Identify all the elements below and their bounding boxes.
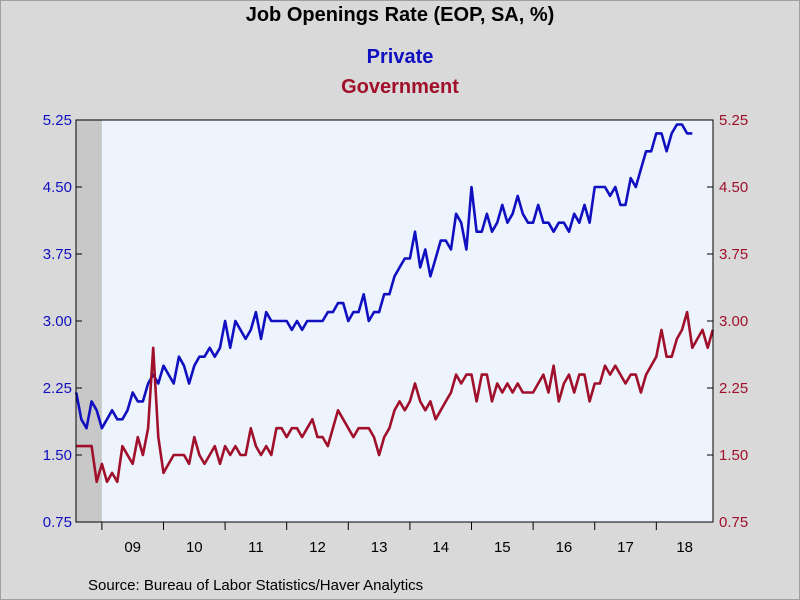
y-tick-label-left: 2.25 xyxy=(43,380,72,397)
y-tick-label-left: 3.00 xyxy=(43,313,72,330)
source-note: Source: Bureau of Labor Statistics/Haver… xyxy=(88,577,424,594)
x-tick-label: 09 xyxy=(124,539,141,556)
y-tick-label-right: 2.25 xyxy=(719,380,748,397)
y-tick-label-right: 3.75 xyxy=(719,246,748,263)
x-tick-label: 14 xyxy=(432,539,449,556)
y-tick-label-left: 1.50 xyxy=(43,447,72,464)
y-tick-label-right: 4.50 xyxy=(719,179,748,196)
chart-title: Job Openings Rate (EOP, SA, %) xyxy=(245,4,555,26)
y-tick-label-right: 1.50 xyxy=(719,447,748,464)
y-tick-label-left: 0.75 xyxy=(43,514,72,531)
y-tick-label-left: 5.25 xyxy=(43,112,72,129)
y-tick-label-right: 0.75 xyxy=(719,514,748,531)
y-tick-label-right: 5.25 xyxy=(719,112,748,129)
x-tick-label: 13 xyxy=(371,539,388,556)
series-line-private xyxy=(74,123,693,430)
plot-border xyxy=(75,119,714,523)
x-tick-label: 15 xyxy=(494,539,511,556)
x-tick-label: 18 xyxy=(676,539,693,556)
x-tick-label: 16 xyxy=(556,539,573,556)
x-tick-label: 17 xyxy=(617,539,634,556)
legend-government: Government xyxy=(341,76,459,98)
y-tick-label-right: 3.00 xyxy=(719,313,748,330)
legend-private: Private xyxy=(366,46,434,68)
plot-area xyxy=(76,120,713,522)
y-tick-label-left: 4.50 xyxy=(43,179,72,196)
x-tick-label: 12 xyxy=(309,539,326,556)
series-line-government xyxy=(76,310,715,484)
y-tick-label-left: 3.75 xyxy=(43,246,72,263)
x-tick-label: 10 xyxy=(186,539,203,556)
x-tick-label: 11 xyxy=(248,539,264,556)
